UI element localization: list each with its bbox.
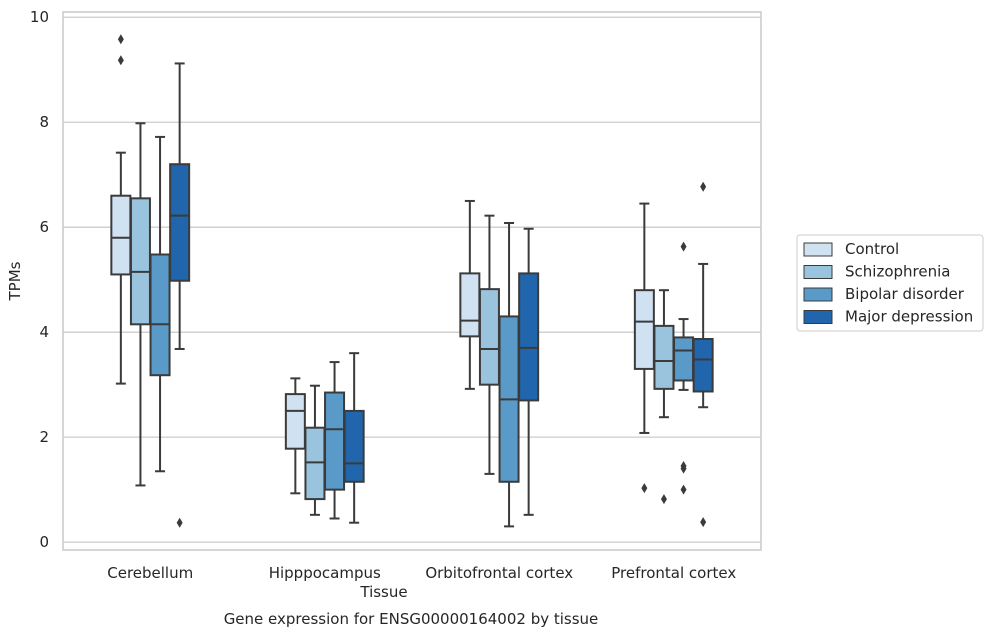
legend-swatch <box>803 310 833 324</box>
outlier-point <box>700 181 707 192</box>
box-major-depression <box>343 352 365 524</box>
box-iqr <box>324 391 346 491</box>
outlier-point <box>680 463 687 474</box>
box-control <box>633 202 655 494</box>
legend-swatch <box>803 287 833 302</box>
boxes <box>110 34 714 528</box>
y-tick-label: 0 <box>39 533 49 551</box>
outlier-point <box>641 483 648 494</box>
legend-label: Schizophrenia <box>845 263 950 281</box>
outlier-point <box>680 484 687 495</box>
outlier-point <box>117 34 124 45</box>
box-bipolar-disorder <box>324 361 346 520</box>
legend-frame <box>796 234 984 332</box>
outlier-point <box>117 55 124 66</box>
y-tick-label: 10 <box>30 8 49 26</box>
box-major-depression <box>169 62 191 528</box>
x-axis-label: Tissue <box>359 583 407 601</box>
box-iqr <box>129 197 151 326</box>
legend-label: Major depression <box>845 308 973 326</box>
box-bipolar-disorder <box>673 241 695 495</box>
y-tick-label: 4 <box>39 323 49 341</box>
box-iqr <box>149 253 171 377</box>
box-iqr <box>169 163 191 282</box>
box-iqr <box>653 324 675 390</box>
box-iqr <box>459 272 481 338</box>
box-iqr <box>633 289 655 370</box>
box-schizophrenia <box>653 289 675 505</box>
x-axis-ticks: Cerebellum Hipppocampus Orbitofrontal cort… <box>107 564 736 582</box>
x-tick-label: Orbitofrontal cortex <box>425 564 573 582</box>
box-major-depression <box>692 181 714 528</box>
y-tick-label: 2 <box>39 428 49 446</box>
plot-area <box>62 11 762 551</box>
box-iqr <box>518 272 540 402</box>
x-tick-label: Prefrontal cortex <box>611 564 736 582</box>
legend-label: Bipolar disorder <box>845 285 965 303</box>
box-bipolar-disorder <box>498 222 520 528</box>
plot-frame <box>62 11 762 551</box>
box-iqr <box>284 393 306 450</box>
outlier-point <box>680 241 687 252</box>
legend-swatch <box>803 265 833 279</box>
box-bipolar-disorder <box>149 135 171 473</box>
x-tick-label: Hipppocampus <box>269 564 381 582</box>
box-iqr <box>110 194 132 276</box>
figure-caption: Gene expression for ENSG00000164002 by t… <box>224 610 599 628</box>
box-control <box>459 199 481 390</box>
outlier-point <box>660 494 667 505</box>
box-major-depression <box>518 227 540 516</box>
outlier-point <box>700 517 707 528</box>
outlier-point <box>176 517 183 528</box>
x-tick-label: Cerebellum <box>107 564 193 582</box>
box-control <box>110 34 132 385</box>
box-iqr <box>673 336 695 382</box>
y-axis-ticks: 0 2 4 6 8 10 <box>30 8 49 551</box>
box-iqr <box>478 288 500 386</box>
box-control <box>284 377 306 495</box>
legend-swatch <box>803 242 833 257</box>
legend-label: Control <box>845 240 899 258</box>
box-iqr <box>343 409 365 483</box>
y-tick-label: 6 <box>39 218 49 236</box>
box-iqr <box>304 426 326 501</box>
box-iqr <box>692 337 714 393</box>
y-axis-label: TPMs <box>6 261 24 301</box>
legend: Control Schizophrenia Bipolar disorder Majo… <box>796 234 984 332</box>
y-tick-label: 8 <box>39 113 49 131</box>
